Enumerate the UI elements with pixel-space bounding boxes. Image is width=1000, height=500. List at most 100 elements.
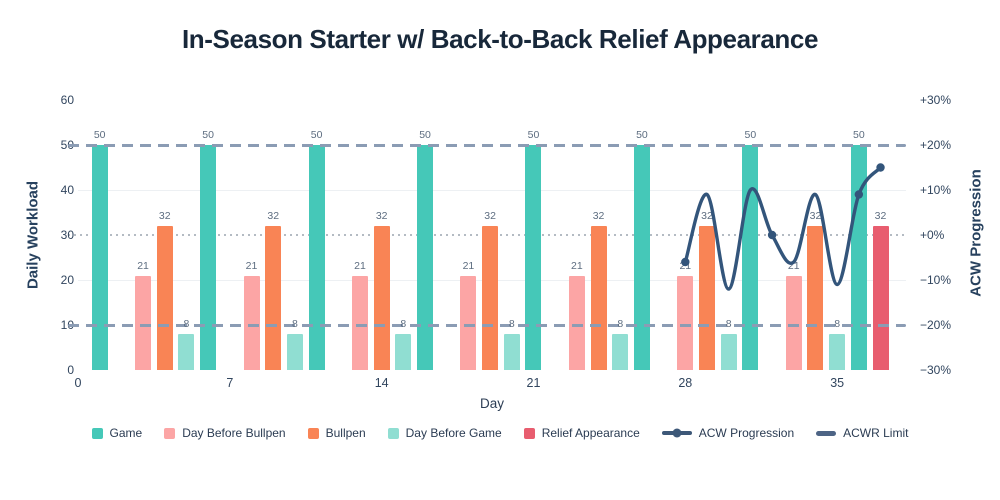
y-right-tick-label: +10% [920, 183, 952, 197]
y-right-tick-label: −30% [920, 363, 952, 377]
bar-day-before-bullpen-day-18[interactable] [460, 275, 477, 370]
legend-item-bullpen[interactable]: Bullpen [307, 426, 366, 440]
bar-game-day-11[interactable] [308, 145, 325, 370]
legend-swatch-bullpen [307, 427, 319, 439]
bar-value-label: 8 [834, 318, 841, 330]
bar-value-label: 21 [679, 259, 692, 272]
bar-day-before-game-day-30[interactable] [720, 334, 737, 370]
bar-bullpen-day-34[interactable] [807, 226, 824, 370]
bar-value-label: 8 [183, 318, 190, 330]
x-axis-title: Day [479, 396, 504, 411]
bar-value-label: 21 [571, 259, 583, 272]
x-tick-label: 28 [678, 376, 693, 390]
legend-label: Day Before Game [405, 426, 502, 440]
bar-value-label: 32 [375, 210, 388, 222]
legend: Game Day Before Bullpen Bullpen Day Before … [0, 426, 1000, 440]
legend-item-day-before-game[interactable]: Day Before Game [387, 426, 502, 440]
legend-label: Relief Appearance [541, 426, 640, 440]
y-left-tick-label: 50 [60, 138, 74, 152]
x-tick-label: 0 [74, 376, 82, 390]
bar-bullpen-day-4[interactable] [156, 226, 173, 370]
bar-value-label: 8 [617, 318, 624, 330]
y-left-tick-label: 0 [67, 363, 74, 377]
dash-icon [816, 430, 837, 436]
bar-game-day-31[interactable] [742, 145, 759, 370]
x-tick-label: 14 [374, 376, 389, 390]
bar-value-label: 8 [291, 318, 298, 330]
bar-value-label: 50 [744, 129, 757, 141]
gridline [78, 189, 906, 191]
line-with-dot-icon [661, 428, 692, 438]
y-right-tick-label: +0% [920, 228, 945, 242]
y-right-tick-label: −10% [920, 273, 952, 287]
bar-value-label: 21 [787, 259, 800, 272]
legend-item-relief-appearance[interactable]: Relief Appearance [523, 426, 640, 440]
acw-progression-marker-day-37[interactable] [876, 163, 885, 172]
bar-game-day-36[interactable] [850, 145, 867, 370]
line-marker-dot-icon [672, 428, 682, 438]
legend-label: Day Before Bullpen [182, 426, 286, 440]
bar-relief-appearance-day-37[interactable] [872, 226, 889, 370]
bar-bullpen-day-14[interactable] [373, 226, 390, 370]
y-right-tick-label: −20% [920, 318, 952, 332]
legend-item-game[interactable]: Game [91, 426, 143, 440]
legend-swatch-relief-appearance [523, 427, 535, 439]
bar-value-label: 50 [202, 129, 214, 141]
bar-value-label: 50 [852, 129, 865, 141]
bar-value-label: 21 [462, 259, 475, 272]
legend-item-acwr-limit[interactable]: ACWR Limit [816, 426, 908, 440]
bar-value-label: 8 [508, 318, 515, 330]
legend-label: ACWR Limit [843, 426, 909, 440]
y-left-tick-label: 40 [60, 183, 74, 197]
bar-day-before-bullpen-day-23[interactable] [568, 275, 585, 370]
bar-value-label: 32 [701, 210, 713, 222]
bar-day-before-game-day-10[interactable] [286, 334, 303, 370]
bar-bullpen-day-19[interactable] [482, 226, 499, 370]
bar-game-day-1[interactable] [91, 145, 108, 370]
bar-day-before-game-day-20[interactable] [503, 334, 520, 370]
bar-value-label: 21 [245, 259, 258, 272]
legend-item-acw-progression[interactable]: ACW Progression [661, 426, 795, 440]
bar-value-label: 50 [310, 129, 323, 141]
bar-value-label: 32 [158, 210, 171, 222]
bar-day-before-bullpen-day-13[interactable] [351, 275, 368, 370]
legend-item-day-before-bullpen[interactable]: Day Before Bullpen [164, 426, 286, 440]
bar-day-before-game-day-5[interactable] [178, 334, 195, 370]
bar-game-day-26[interactable] [633, 145, 650, 370]
bar-value-label: 50 [419, 129, 431, 141]
bar-value-label: 32 [592, 210, 605, 222]
bar-game-day-21[interactable] [525, 145, 542, 370]
y-left-tick-label: 10 [60, 318, 74, 332]
bar-value-label: 32 [809, 210, 822, 222]
bar-bullpen-day-24[interactable] [590, 226, 607, 370]
x-tick-label: 35 [830, 376, 845, 390]
bar-day-before-bullpen-day-33[interactable] [785, 275, 802, 370]
refline-acwr-limit-lower [68, 323, 906, 327]
legend-label: ACW Progression [698, 426, 795, 440]
bar-bullpen-day-9[interactable] [265, 226, 282, 370]
bar-game-day-6[interactable] [200, 145, 217, 370]
x-tick-label: 21 [526, 376, 541, 390]
y-left-tick-label: 20 [60, 273, 74, 287]
x-tick-label: 7 [226, 376, 234, 390]
bar-game-day-16[interactable] [417, 145, 434, 370]
bar-value-label: 50 [527, 129, 540, 141]
bar-bullpen-day-29[interactable] [699, 226, 715, 370]
refline-acwr-limit-upper [68, 143, 906, 147]
y-right-axis-title: ACW Progression [967, 169, 985, 297]
bar-day-before-game-day-15[interactable] [395, 334, 412, 370]
legend-label: Bullpen [325, 426, 366, 440]
legend-label: Game [109, 426, 143, 440]
y-left-tick-label: 30 [60, 228, 74, 242]
bar-day-before-bullpen-day-3[interactable] [135, 275, 152, 370]
bar-value-label: 8 [725, 318, 732, 330]
bar-value-label: 32 [267, 210, 280, 222]
bar-day-before-game-day-25[interactable] [612, 334, 629, 370]
bar-day-before-bullpen-day-8[interactable] [243, 275, 260, 370]
bar-value-label: 50 [636, 129, 648, 141]
bar-day-before-game-day-35[interactable] [829, 334, 846, 370]
bar-day-before-bullpen-day-28[interactable] [677, 275, 694, 370]
bar-value-label: 50 [93, 129, 106, 141]
bar-value-label: 32 [874, 210, 887, 222]
